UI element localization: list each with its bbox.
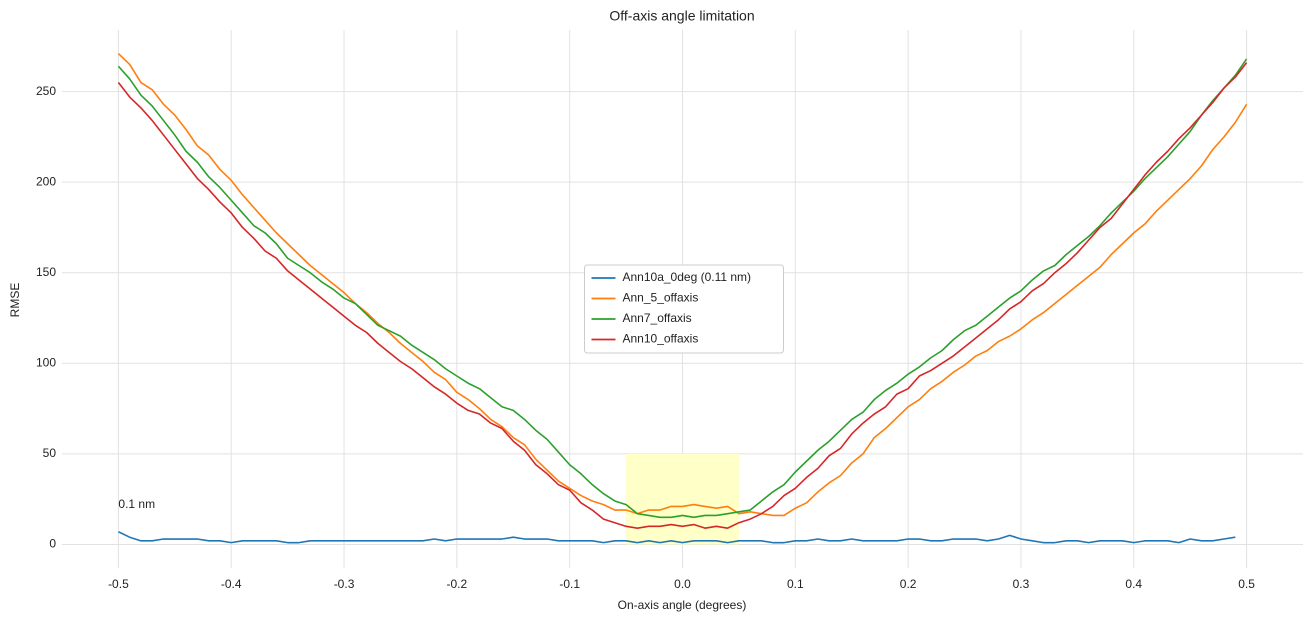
legend-label: Ann_5_offaxis xyxy=(623,291,699,305)
x-tick-label: 0.0 xyxy=(674,577,691,591)
x-tick-label: -0.1 xyxy=(559,577,580,591)
x-tick-label: 0.3 xyxy=(1013,577,1030,591)
x-tick-label: 0.5 xyxy=(1238,577,1255,591)
legend-box xyxy=(584,264,784,354)
y-tick-label: 100 xyxy=(36,355,56,369)
series-line xyxy=(118,531,1236,544)
y-axis-label: RMSE xyxy=(8,283,22,318)
y-tick-label: 50 xyxy=(43,446,57,460)
x-tick-label: -0.4 xyxy=(221,577,242,591)
legend-label: Ann10_offaxis xyxy=(623,332,699,346)
y-tick-label: 150 xyxy=(36,265,56,279)
legend: Ann10a_0deg (0.11 nm) Ann_5_offaxis Ann7_o… xyxy=(584,264,784,354)
x-tick-label: 0.1 xyxy=(787,577,804,591)
chart-title: Off-axis angle limitation xyxy=(609,8,754,24)
y-tick-label: 0 xyxy=(49,537,56,551)
legend-label: Ann7_offaxis xyxy=(623,311,692,325)
x-tick-label: 0.4 xyxy=(1125,577,1142,591)
x-tick-label: -0.3 xyxy=(334,577,355,591)
x-axis-label: On-axis angle (degrees) xyxy=(618,598,747,612)
x-tick-label: 0.2 xyxy=(900,577,917,591)
x-tick-label: -0.2 xyxy=(447,577,468,591)
x-tick-label: -0.5 xyxy=(108,577,129,591)
series-line xyxy=(117,58,1248,519)
y-tick-label: 250 xyxy=(36,84,56,98)
series-line xyxy=(117,52,1248,517)
series-line xyxy=(117,62,1248,529)
legend-label: Ann10a_0deg (0.11 nm) xyxy=(623,270,752,284)
y-tick-label: 200 xyxy=(36,174,56,188)
annotation: 0.1 nm xyxy=(118,497,155,511)
highlight-region xyxy=(626,453,739,545)
